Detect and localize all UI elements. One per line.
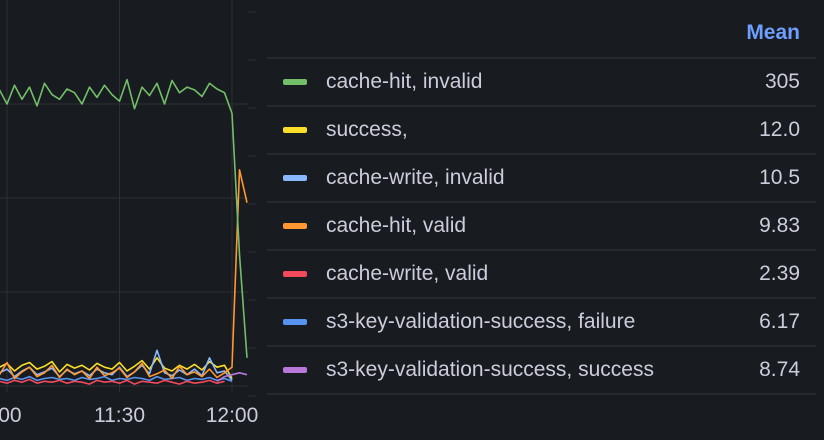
series-mean: 10.5	[759, 166, 800, 189]
series-mean: 12.0	[759, 118, 800, 141]
series-color-swatch	[283, 271, 307, 277]
legend-row[interactable]: cache-hit, invalid 305	[267, 59, 816, 107]
series-name[interactable]: cache-hit, invalid	[326, 70, 483, 93]
series-color-swatch	[283, 127, 307, 133]
series-name[interactable]: s3-key-validation-success, success	[326, 358, 654, 381]
series-name[interactable]: cache-write, invalid	[326, 166, 505, 189]
series-mean: 2.39	[759, 262, 800, 285]
x-tick-label: 11:30	[94, 404, 145, 427]
legend-row[interactable]: s3-key-validation-success, success 8.74	[267, 347, 816, 395]
legend-row[interactable]: success, 12.0	[267, 107, 816, 155]
legend-row[interactable]: cache-hit, valid 9.83	[267, 203, 816, 251]
series-name[interactable]: success,	[326, 118, 408, 141]
legend-row[interactable]: cache-write, valid 2.39	[267, 251, 816, 299]
x-tick-label: :00	[0, 404, 22, 427]
series-mean: 305	[764, 70, 800, 93]
series-name[interactable]: s3-key-validation-success, failure	[326, 310, 636, 333]
series-line-3	[0, 169, 248, 380]
time-series-plot: :00 11:30 12:00	[0, 0, 259, 427]
legend-table: Mean cache-hit, invalid 305 success, 12.…	[267, 0, 816, 395]
series-color-swatch	[283, 79, 307, 85]
series-line-5	[0, 375, 233, 383]
series-mean: 8.74	[759, 358, 800, 381]
series-name[interactable]: cache-write, valid	[326, 262, 489, 285]
series-name[interactable]: cache-hit, valid	[326, 214, 467, 237]
mean-column-header[interactable]: Mean	[746, 21, 800, 44]
series-line-1	[0, 357, 233, 379]
legend-row[interactable]: cache-write, invalid 10.5	[267, 155, 816, 203]
series-color-swatch	[283, 367, 307, 373]
legend-header: Mean	[267, 0, 816, 59]
series-color-swatch	[283, 175, 307, 181]
series-color-swatch	[283, 319, 307, 325]
series-mean: 6.17	[759, 310, 800, 333]
legend-row[interactable]: s3-key-validation-success, failure 6.17	[267, 299, 816, 347]
x-tick-label: 12:00	[206, 404, 259, 427]
series-line-0	[0, 78, 248, 358]
series-color-swatch	[283, 223, 307, 229]
series-mean: 9.83	[759, 214, 800, 237]
